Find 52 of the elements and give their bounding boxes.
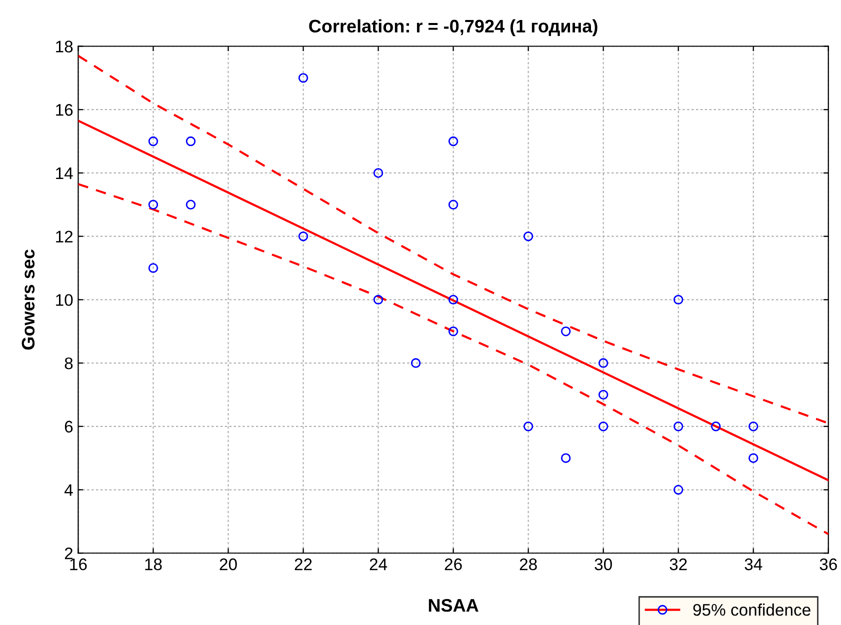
legend-label: 95% confidence bbox=[693, 604, 810, 616]
y-tick-label: 16 bbox=[56, 104, 73, 116]
line-series bbox=[78, 183, 828, 536]
point bbox=[448, 200, 458, 210]
point bbox=[373, 294, 384, 305]
y-tick-label: 12 bbox=[56, 230, 73, 242]
x-tick-label: 18 bbox=[145, 558, 162, 570]
point bbox=[448, 294, 458, 305]
x-tick-label: 22 bbox=[294, 558, 312, 570]
x-axis-title: NSAA bbox=[428, 599, 478, 612]
point bbox=[148, 136, 158, 146]
point bbox=[673, 422, 684, 432]
y-tick-label: 8 bbox=[64, 357, 73, 370]
y-tick-label: 14 bbox=[56, 168, 73, 180]
point bbox=[448, 136, 458, 146]
point bbox=[373, 168, 384, 178]
point bbox=[711, 422, 721, 432]
point bbox=[298, 73, 308, 83]
point bbox=[148, 263, 158, 273]
point bbox=[748, 422, 758, 432]
point bbox=[523, 422, 534, 432]
x-tick-label: 36 bbox=[820, 558, 837, 570]
y-tick-label: 4 bbox=[64, 484, 73, 496]
point bbox=[448, 326, 458, 336]
y-axis-title: Gowers sec bbox=[22, 250, 35, 350]
point bbox=[298, 231, 308, 242]
point bbox=[598, 422, 608, 432]
x-tick-label: 20 bbox=[220, 558, 237, 570]
x-tick-label: 32 bbox=[670, 558, 687, 570]
point bbox=[673, 294, 684, 305]
point bbox=[748, 453, 758, 463]
point bbox=[560, 326, 571, 336]
point bbox=[186, 136, 196, 146]
y-tick-label: 18 bbox=[56, 40, 73, 52]
x-tick-label: 30 bbox=[594, 558, 612, 570]
point bbox=[673, 484, 684, 495]
point bbox=[148, 200, 158, 210]
point bbox=[186, 200, 196, 210]
y-tick-label: 2 bbox=[64, 548, 73, 560]
point bbox=[523, 231, 534, 242]
line-series bbox=[78, 54, 828, 424]
x-tick-label: 34 bbox=[744, 558, 762, 570]
chart-title: Correlation: r = -0,7924 (1 година) bbox=[309, 19, 598, 36]
point bbox=[598, 390, 608, 400]
x-tick-label: 24 bbox=[370, 558, 388, 570]
x-tick-label: 28 bbox=[520, 558, 537, 570]
y-tick-label: 10 bbox=[56, 294, 73, 306]
point bbox=[560, 453, 571, 463]
x-tick-label: 26 bbox=[444, 558, 462, 570]
y-tick-label: 6 bbox=[64, 420, 73, 433]
point bbox=[598, 358, 608, 368]
point bbox=[410, 358, 421, 368]
